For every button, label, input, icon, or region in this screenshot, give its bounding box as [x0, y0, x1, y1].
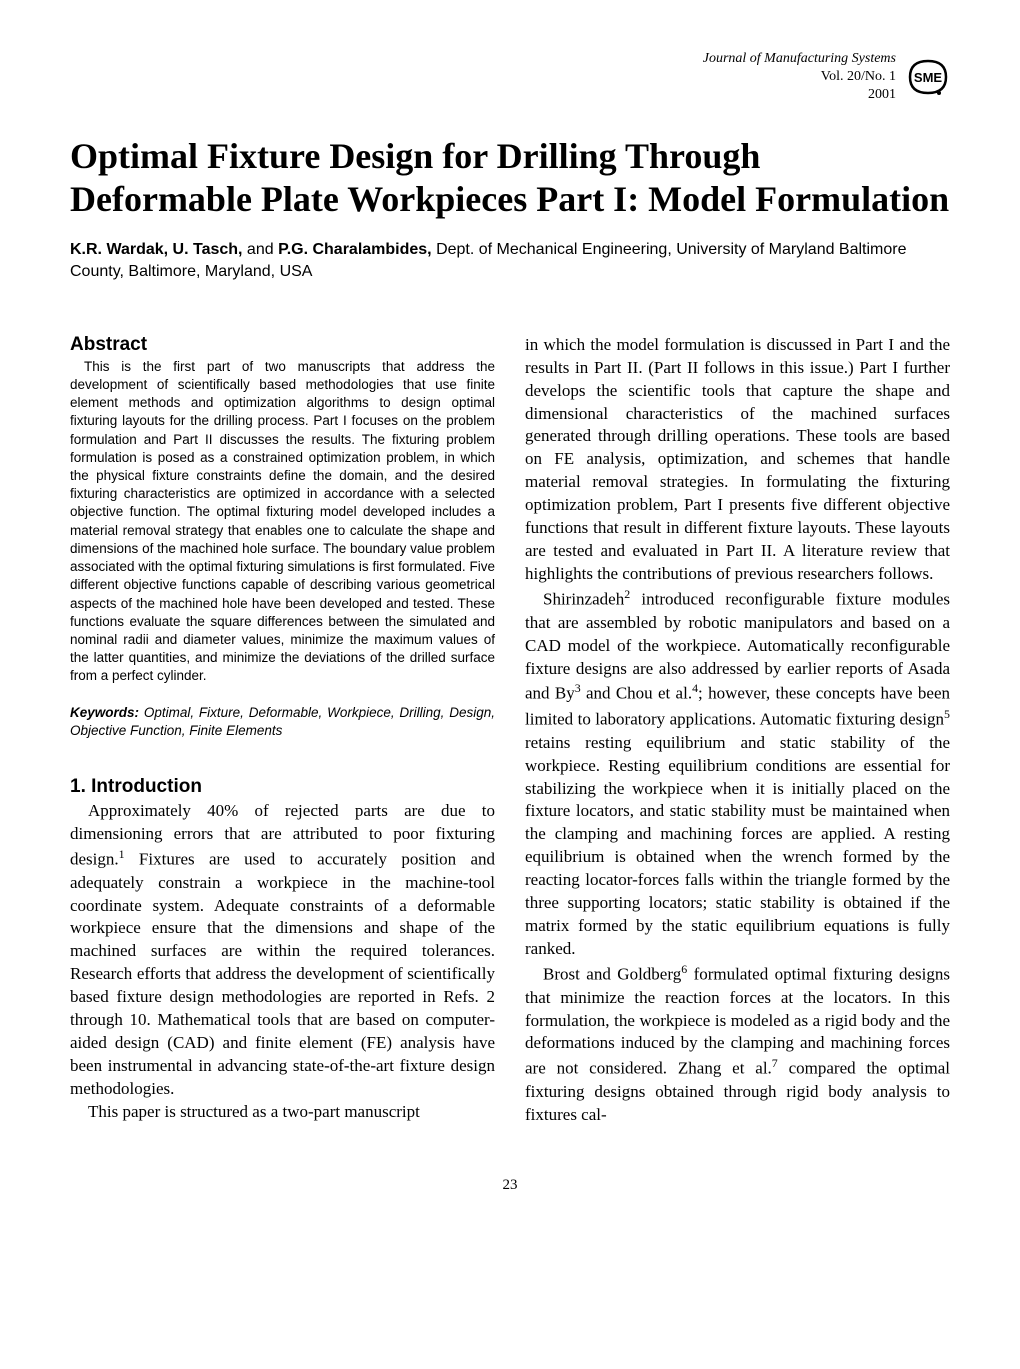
- author-last: P.G. Charalambides,: [278, 241, 432, 258]
- svg-text:SME: SME: [914, 70, 943, 85]
- journal-year: 2001: [703, 86, 896, 104]
- section-1-heading: 1. Introduction: [70, 776, 495, 798]
- col2-p3: Brost and Goldberg6 formulated optimal f…: [525, 961, 950, 1127]
- intro-body-right: in which the model formulation is discus…: [525, 334, 950, 1127]
- authors-line: K.R. Wardak, U. Tasch, and P.G. Charalam…: [70, 239, 950, 284]
- abstract-heading: Abstract: [70, 334, 495, 356]
- left-column: Abstract This is the first part of two m…: [70, 334, 495, 1127]
- two-column-layout: Abstract This is the first part of two m…: [70, 334, 950, 1127]
- abstract-text: This is the first part of two manuscript…: [70, 358, 495, 686]
- abstract-body: This is the first part of two manuscript…: [70, 358, 495, 686]
- journal-meta: Journal of Manufacturing Systems Vol. 20…: [703, 50, 896, 105]
- journal-header: Journal of Manufacturing Systems Vol. 20…: [70, 50, 950, 105]
- author-and: and: [242, 241, 278, 258]
- sme-logo-icon: SME: [906, 55, 950, 99]
- ref-5: 5: [944, 707, 950, 721]
- page-number: 23: [70, 1177, 950, 1194]
- author-names: K.R. Wardak, U. Tasch,: [70, 241, 242, 258]
- keywords-label: Keywords:: [70, 705, 139, 720]
- col2-p1: in which the model formulation is discus…: [525, 334, 950, 586]
- journal-vol: Vol. 20/No. 1: [703, 68, 896, 86]
- right-column: in which the model formulation is discus…: [525, 334, 950, 1127]
- paper-title: Optimal Fixture Design for Drilling Thro…: [70, 135, 950, 221]
- journal-name: Journal of Manufacturing Systems: [703, 50, 896, 68]
- col2-p2: Shirinzadeh2 introduced reconfigurable f…: [525, 586, 950, 961]
- intro-body-left: Approximately 40% of rejected parts are …: [70, 800, 495, 1124]
- keywords: Keywords: Optimal, Fixture, Deformable, …: [70, 704, 495, 740]
- intro-p2: This paper is structured as a two-part m…: [70, 1101, 495, 1124]
- intro-p1: Approximately 40% of rejected parts are …: [70, 800, 495, 1101]
